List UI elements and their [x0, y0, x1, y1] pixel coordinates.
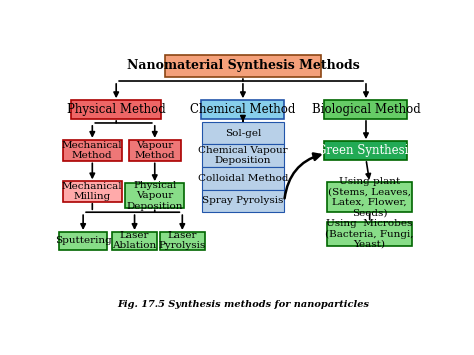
FancyBboxPatch shape — [201, 100, 284, 119]
Text: Using plant
(Stems, Leaves,
Latex, Flower,
Seeds): Using plant (Stems, Leaves, Latex, Flowe… — [328, 177, 411, 217]
Text: Colloidal Method: Colloidal Method — [198, 174, 288, 183]
Text: Spray Pyrolysis: Spray Pyrolysis — [202, 196, 283, 205]
Text: Sputtering: Sputtering — [55, 236, 111, 245]
FancyBboxPatch shape — [325, 100, 408, 119]
Text: Laser
Ablation: Laser Ablation — [112, 231, 157, 251]
Text: Laser
Pyrolysis: Laser Pyrolysis — [159, 231, 206, 251]
FancyBboxPatch shape — [112, 232, 157, 250]
FancyBboxPatch shape — [201, 144, 284, 167]
FancyArrowPatch shape — [284, 153, 320, 198]
FancyBboxPatch shape — [125, 183, 184, 208]
Text: Green Synthesis: Green Synthesis — [317, 144, 415, 157]
Text: Mechanical
Milling: Mechanical Milling — [62, 182, 123, 201]
FancyBboxPatch shape — [327, 222, 412, 246]
Text: Sol-gel: Sol-gel — [225, 129, 261, 138]
FancyBboxPatch shape — [71, 100, 161, 119]
FancyBboxPatch shape — [201, 122, 284, 144]
FancyBboxPatch shape — [160, 232, 205, 250]
Text: Physical Method: Physical Method — [67, 103, 165, 116]
Text: Nanomaterial Synthesis Methods: Nanomaterial Synthesis Methods — [127, 59, 359, 72]
Text: Physical
Vapour
Deposition: Physical Vapour Deposition — [127, 181, 183, 211]
FancyBboxPatch shape — [129, 140, 181, 161]
FancyBboxPatch shape — [59, 232, 107, 250]
FancyBboxPatch shape — [201, 190, 284, 212]
Text: Biological Method: Biological Method — [311, 103, 420, 116]
FancyBboxPatch shape — [63, 181, 122, 202]
FancyBboxPatch shape — [63, 140, 122, 161]
Text: Chemical Vapour
Deposition: Chemical Vapour Deposition — [198, 146, 288, 165]
FancyBboxPatch shape — [164, 55, 321, 77]
Text: Chemical Method: Chemical Method — [190, 103, 296, 116]
Text: Fig. 17.5 Synthesis methods for nanoparticles: Fig. 17.5 Synthesis methods for nanopart… — [117, 300, 369, 309]
FancyBboxPatch shape — [201, 167, 284, 190]
Text: Using  Microbes
(Bacteria, Fungi,
Yeast): Using Microbes (Bacteria, Fungi, Yeast) — [326, 219, 414, 249]
FancyBboxPatch shape — [325, 141, 408, 160]
FancyBboxPatch shape — [327, 182, 412, 212]
Text: Mechanical
Method: Mechanical Method — [62, 141, 123, 160]
Text: Vapour
Method: Vapour Method — [135, 141, 175, 160]
